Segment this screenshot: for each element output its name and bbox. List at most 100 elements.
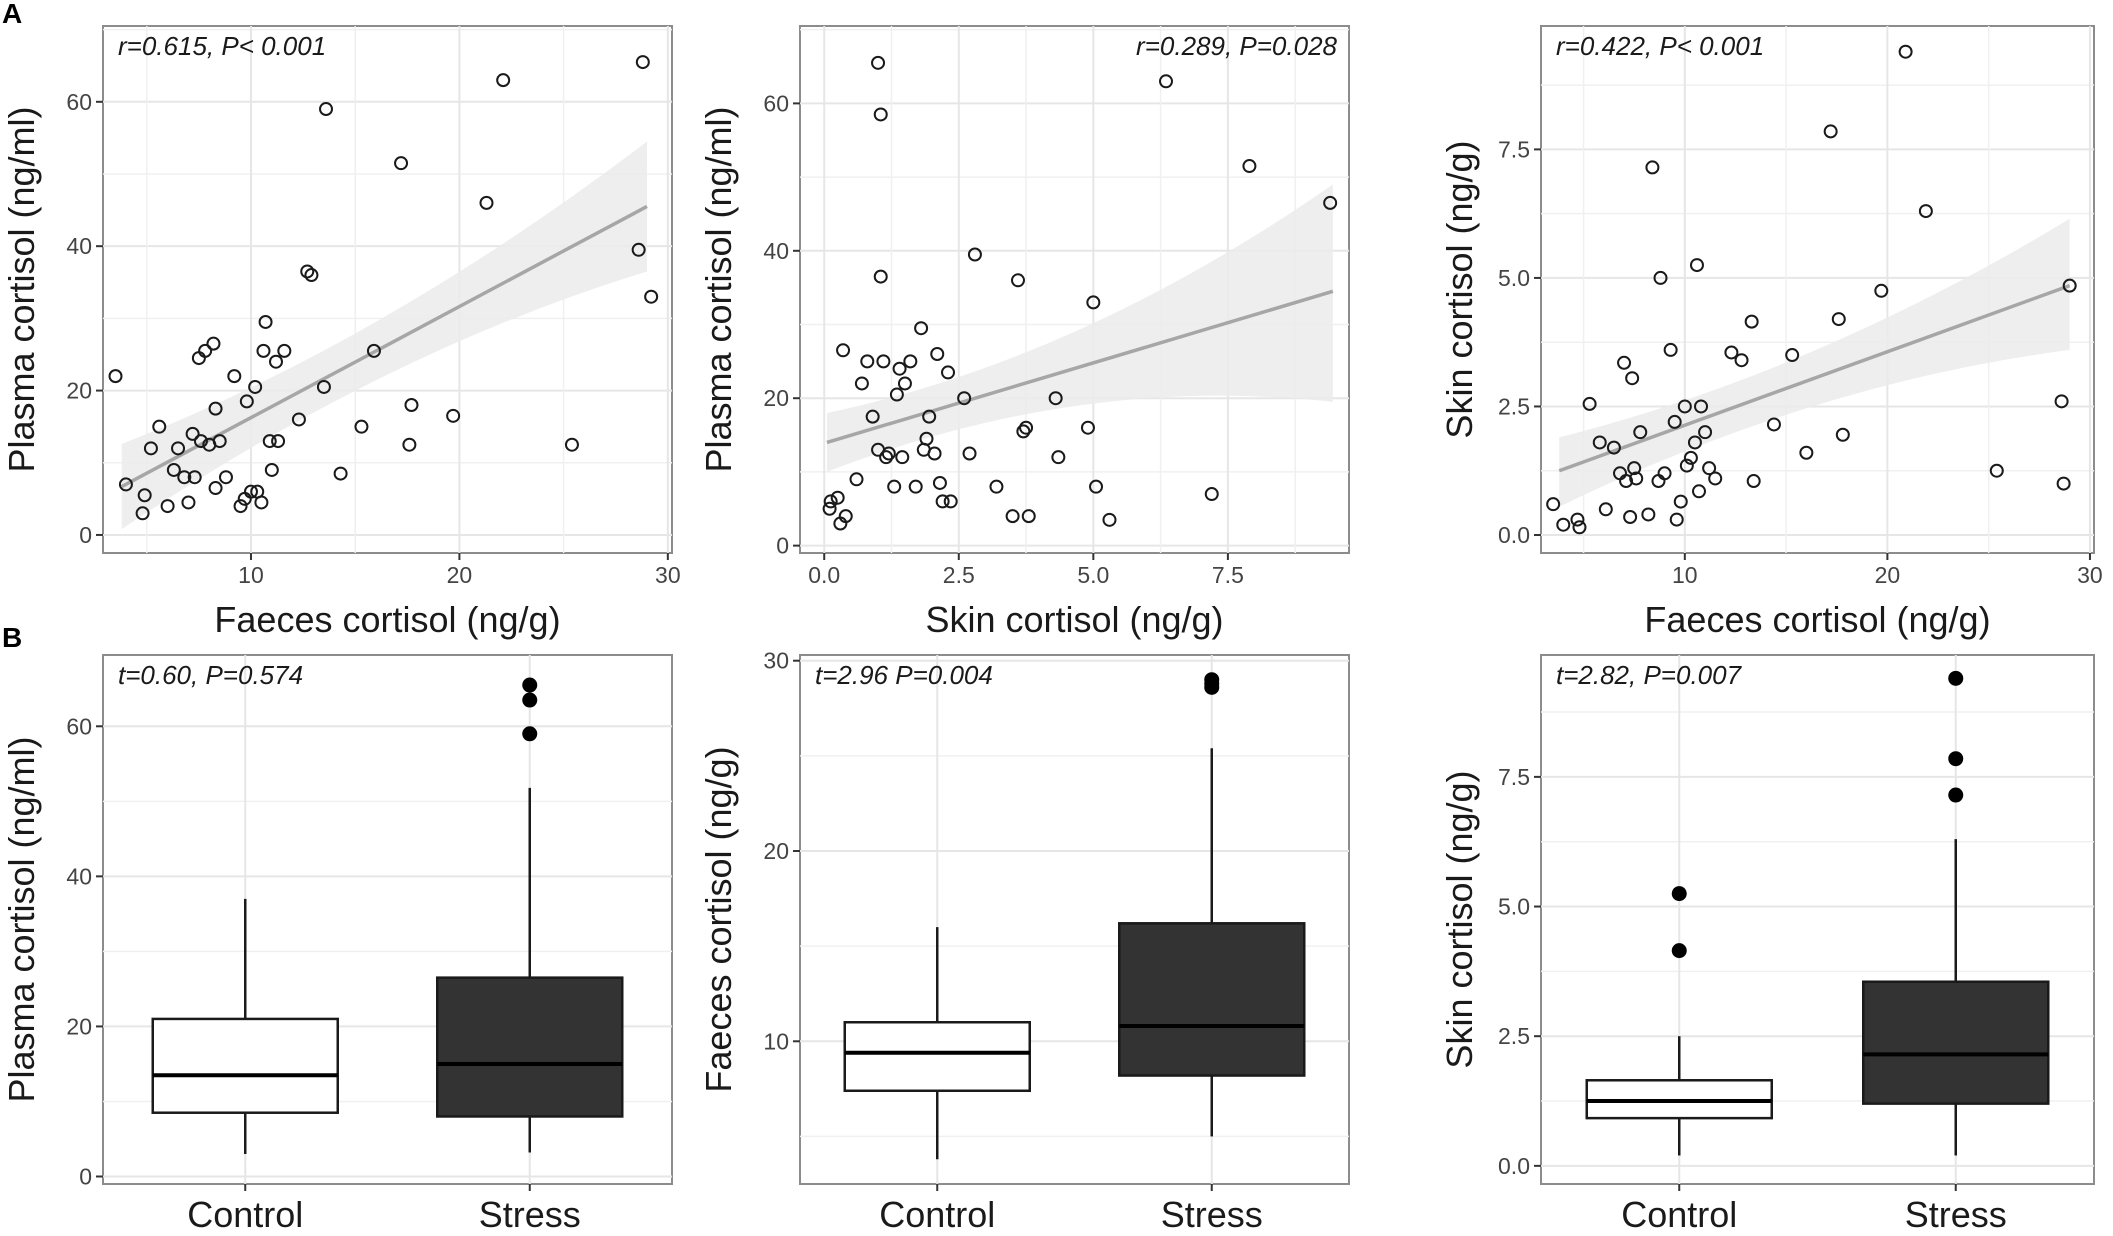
data-point [935,494,950,509]
data-point [160,499,175,514]
data-point [2054,394,2069,409]
data-point [892,361,907,376]
data-point [895,450,910,465]
data-point [1086,295,1101,310]
data-point [137,488,152,503]
data-point [1010,273,1025,288]
plot-area [799,654,1350,1185]
x-axis-title: Faeces cortisol (ng/g) [214,599,560,640]
data-point [1898,44,1913,59]
outlier-point [1671,943,1687,959]
y-tick-label: 20 [66,378,92,404]
data-point [166,462,181,477]
data-point [1667,414,1682,429]
data-point [823,494,838,509]
data-point [479,195,494,210]
data-point [1744,314,1759,329]
data-point [446,408,461,423]
data-point [394,156,409,171]
data-point [1669,512,1684,527]
data-point [152,419,167,434]
data-point [1598,502,1613,517]
data-point [264,462,279,477]
data-point [1570,512,1585,527]
data-point [1204,487,1219,502]
stat-annotation: r=0.422, P< 0.001 [1556,31,1764,61]
data-point [227,369,242,384]
data-point [1323,195,1338,210]
y-tick-label: 0.0 [1498,1153,1530,1179]
y-axis-title: Plasma cortisol (ng/ml) [698,106,739,472]
stat-annotation: r=0.615, P< 0.001 [118,31,326,61]
data-point [1689,258,1704,273]
x-tick-label: 20 [447,562,473,588]
stat-annotation: t=2.96 P=0.004 [815,660,993,690]
outlier-point [1948,787,1964,803]
outlier-point [1948,670,1964,686]
data-point [860,354,875,369]
data-point [262,434,277,449]
y-tick-label: 20 [763,838,789,864]
data-point [1645,160,1660,175]
data-point [208,401,223,416]
data-point [838,509,853,524]
data-point [930,346,945,361]
data-point [277,343,292,358]
panel-a-label: A [2,0,23,29]
x-category-label: Stress [1161,1194,1263,1235]
data-point [635,55,650,70]
data-point [871,55,886,70]
data-point [1746,474,1761,489]
stat-annotation: r=0.289, P=0.028 [1136,31,1337,61]
x-tick-label: 10 [1672,562,1698,588]
data-point [239,394,254,409]
data-point [1592,435,1607,450]
x-category-label: Control [1621,1194,1737,1235]
x-tick-label: 2.5 [943,562,975,588]
x-category-label: Control [187,1194,303,1235]
data-point [1556,517,1571,532]
x-axis-title: Faeces cortisol (ng/g) [1644,599,1990,640]
data-point [1663,342,1678,357]
data-point [177,470,192,485]
data-point [1692,484,1706,499]
y-tick-label: 10 [763,1028,789,1054]
data-point [108,369,123,384]
data-point [1641,507,1656,522]
data-point [218,470,233,485]
data-point [1019,420,1034,435]
data-point [922,409,937,424]
x-axis-title: Skin cortisol (ng/g) [925,599,1223,640]
data-point [967,247,982,262]
x-tick-label: 10 [238,562,264,588]
data-point [233,499,248,514]
data-point [1619,474,1634,489]
data-point [171,441,186,456]
box-stress [1118,922,1306,1077]
data-point [1823,124,1838,139]
x-tick-label: 30 [655,562,681,588]
data-point [889,387,904,402]
data-point [1546,497,1561,512]
data-point [118,477,133,492]
data-point [1724,345,1739,360]
data-point [248,379,263,394]
chart-plasma-vs-skin: 0 20 40 60 0.0 2.5 5.0 7.5 Skin cortisol (ng/g) P… [698,25,1350,640]
data-point [1677,399,1692,414]
data-point [1683,450,1698,465]
data-point [268,354,283,369]
data-point [873,107,888,122]
box-stress [1862,980,2050,1105]
y-tick-label: 7.5 [1498,136,1530,162]
data-point [1799,445,1814,460]
x-category-label: Stress [479,1194,581,1235]
data-point [206,336,221,351]
data-point [1874,283,1889,298]
x-tick-label: 20 [1875,562,1901,588]
data-point [1572,520,1587,535]
y-axis-title: Plasma cortisol (ng/ml) [1,106,42,472]
data-point [366,343,381,358]
chart-plasma-box: 0 20 40 60 Control Stress Plasma cortisol (ng/… [1,654,673,1235]
data-point [1606,440,1621,455]
